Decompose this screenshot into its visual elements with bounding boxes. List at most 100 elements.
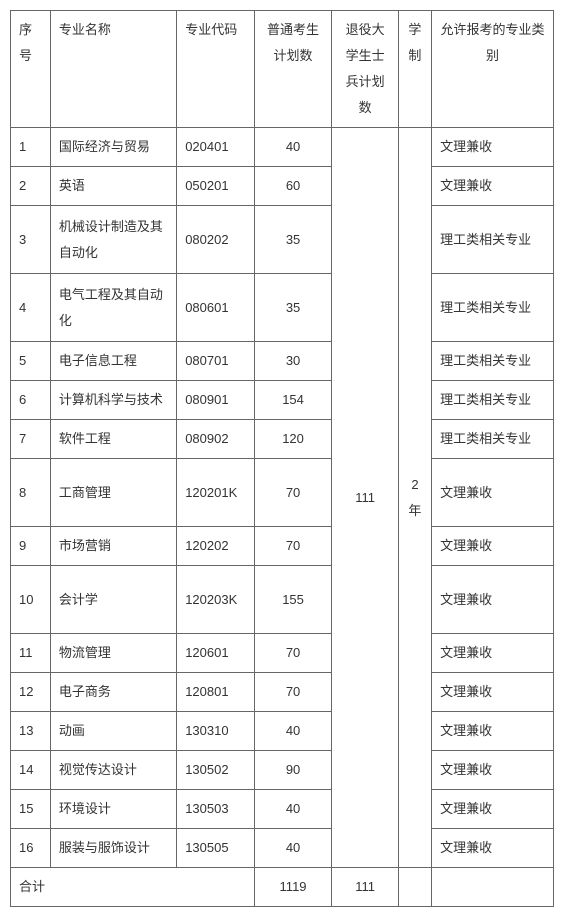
cell-category: 文理兼收 — [432, 566, 554, 634]
cell-seq: 13 — [11, 712, 51, 751]
cell-category: 文理兼收 — [432, 128, 554, 167]
cell-plan: 40 — [254, 790, 332, 829]
cell-seq: 14 — [11, 751, 51, 790]
cell-code: 120601 — [177, 634, 255, 673]
cell-code: 130505 — [177, 829, 255, 868]
cell-seq: 2 — [11, 167, 51, 206]
cell-category: 文理兼收 — [432, 167, 554, 206]
cell-code: 080202 — [177, 206, 255, 274]
cell-code: 080901 — [177, 381, 255, 420]
cell-veteran-total: 111 — [332, 128, 398, 868]
table-row: 9市场营销12020270文理兼收 — [11, 527, 554, 566]
cell-code: 120801 — [177, 673, 255, 712]
header-veteran: 退役大学生士兵计划数 — [332, 11, 398, 128]
cell-name: 电子商务 — [50, 673, 176, 712]
cell-plan: 90 — [254, 751, 332, 790]
footer-plan-total: 1119 — [254, 868, 332, 907]
table-row: 11物流管理12060170 文理兼收 — [11, 634, 554, 673]
cell-category: 文理兼收 — [432, 459, 554, 527]
footer-duration-empty — [398, 868, 431, 907]
cell-name: 英语 — [50, 167, 176, 206]
cell-name: 国际经济与贸易 — [50, 128, 176, 167]
major-plan-table: 序号 专业名称 专业代码 普通考生计划数 退役大学生士兵计划数 学制 允许报考的… — [10, 10, 554, 907]
table-row: 8工商管理120201K70文理兼收 — [11, 459, 554, 527]
cell-name: 市场营销 — [50, 527, 176, 566]
cell-seq: 1 — [11, 128, 51, 167]
cell-name: 机械设计制造及其自动化 — [50, 206, 176, 274]
table-row: 5电子信息工程08070130理工类相关专业 — [11, 342, 554, 381]
cell-category: 理工类相关专业 — [432, 342, 554, 381]
header-seq: 序号 — [11, 11, 51, 128]
cell-name: 动画 — [50, 712, 176, 751]
footer-label: 合计 — [11, 868, 255, 907]
cell-code: 120201K — [177, 459, 255, 527]
cell-name: 会计学 — [50, 566, 176, 634]
cell-plan: 154 — [254, 381, 332, 420]
cell-plan: 155 — [254, 566, 332, 634]
cell-name: 物流管理 — [50, 634, 176, 673]
cell-seq: 5 — [11, 342, 51, 381]
cell-seq: 7 — [11, 420, 51, 459]
header-code: 专业代码 — [177, 11, 255, 128]
cell-code: 080701 — [177, 342, 255, 381]
cell-seq: 3 — [11, 206, 51, 274]
cell-name: 环境设计 — [50, 790, 176, 829]
table-row: 10会计学120203K155文理兼收 — [11, 566, 554, 634]
cell-seq: 4 — [11, 274, 51, 342]
cell-name: 服装与服饰设计 — [50, 829, 176, 868]
cell-plan: 70 — [254, 634, 332, 673]
header-duration: 学制 — [398, 11, 431, 128]
cell-category: 理工类相关专业 — [432, 206, 554, 274]
header-row: 序号 专业名称 专业代码 普通考生计划数 退役大学生士兵计划数 学制 允许报考的… — [11, 11, 554, 128]
cell-category: 文理兼收 — [432, 712, 554, 751]
cell-plan: 60 — [254, 167, 332, 206]
table-row: 15环境设计13050340 文理兼收 — [11, 790, 554, 829]
cell-code: 130503 — [177, 790, 255, 829]
footer-veteran-total: 111 — [332, 868, 398, 907]
cell-category: 理工类相关专业 — [432, 274, 554, 342]
cell-seq: 6 — [11, 381, 51, 420]
table-row: 7软件工程080902120理工类相关专业 — [11, 420, 554, 459]
cell-name: 工商管理 — [50, 459, 176, 527]
cell-seq: 15 — [11, 790, 51, 829]
cell-category: 文理兼收 — [432, 673, 554, 712]
cell-code: 130310 — [177, 712, 255, 751]
header-plan: 普通考生计划数 — [254, 11, 332, 128]
table-row: 12电子商务12080170 文理兼收 — [11, 673, 554, 712]
cell-name: 计算机科学与技术 — [50, 381, 176, 420]
cell-seq: 9 — [11, 527, 51, 566]
cell-category: 文理兼收 — [432, 634, 554, 673]
cell-plan: 40 — [254, 712, 332, 751]
cell-code: 080902 — [177, 420, 255, 459]
header-name: 专业名称 — [50, 11, 176, 128]
cell-seq: 11 — [11, 634, 51, 673]
cell-category: 文理兼收 — [432, 751, 554, 790]
table-row: 6计算机科学与技术080901154理工类相关专业 — [11, 381, 554, 420]
cell-name: 软件工程 — [50, 420, 176, 459]
cell-code: 120203K — [177, 566, 255, 634]
cell-seq: 8 — [11, 459, 51, 527]
cell-code: 120202 — [177, 527, 255, 566]
footer-row: 合计1119111 — [11, 868, 554, 907]
cell-plan: 120 — [254, 420, 332, 459]
cell-name: 电子信息工程 — [50, 342, 176, 381]
cell-plan: 40 — [254, 829, 332, 868]
cell-duration: 2年 — [398, 128, 431, 868]
table-row: 14视觉传达设计13050290文理兼收 — [11, 751, 554, 790]
cell-plan: 40 — [254, 128, 332, 167]
cell-plan: 70 — [254, 673, 332, 712]
table-row: 3机械设计制造及其自动化08020235 理工类相关专业 — [11, 206, 554, 274]
cell-plan: 35 — [254, 274, 332, 342]
cell-code: 080601 — [177, 274, 255, 342]
cell-category: 文理兼收 — [432, 790, 554, 829]
cell-name: 电气工程及其自动化 — [50, 274, 176, 342]
cell-seq: 16 — [11, 829, 51, 868]
cell-code: 050201 — [177, 167, 255, 206]
cell-plan: 35 — [254, 206, 332, 274]
table-row: 13动画13031040 文理兼收 — [11, 712, 554, 751]
header-category: 允许报考的专业类别 — [432, 11, 554, 128]
cell-code: 130502 — [177, 751, 255, 790]
cell-seq: 12 — [11, 673, 51, 712]
table-row: 16服装与服饰设计13050540文理兼收 — [11, 829, 554, 868]
table-row: 1国际经济与贸易020401401112年文理兼收 — [11, 128, 554, 167]
